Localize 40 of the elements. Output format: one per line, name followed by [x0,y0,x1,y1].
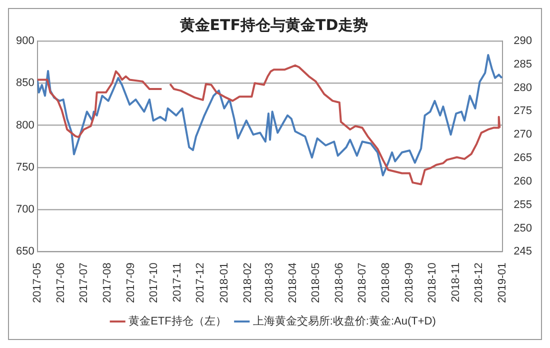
y-tick-label: 750 [16,161,34,174]
x-tick-label: 2018-07 [356,262,368,304]
x-tick-label: 2018-03 [263,262,276,304]
y-tick-label: 850 [16,77,34,90]
y-tick-label: 650 [16,246,34,258]
x-tick-label: 2017-10 [148,262,160,304]
y2-tick-label: 280 [514,82,532,94]
x-tick-label: 2018-09 [404,262,416,304]
x-tick-label: 2017-12 [194,262,207,304]
y2-tick-label: 290 [514,35,532,48]
x-tick-label: 2018-05 [310,262,322,304]
y2-tick-label: 285 [514,58,532,70]
x-tick-label: 2018-12 [473,262,486,304]
legend-label: 上海黄金交易所:收盘价:黄金:Au(T+D) [252,314,436,328]
x-tick-label: 2018-02 [242,262,254,304]
y-tick-label: 700 [16,204,34,216]
y2-tick-label: 250 [514,222,532,234]
x-tick-label: 2017-05 [31,262,44,304]
y-tick-label: 800 [16,119,34,132]
x-tick-label: 2019-01 [496,262,509,304]
y2-tick-label: 270 [514,128,532,141]
x-tick-label: 2017-08 [102,262,114,304]
y2-tick-label: 245 [514,246,532,258]
x-tick-label: 2018-06 [333,262,346,304]
y2-tick-label: 255 [514,198,532,211]
x-tick-label: 2017-06 [55,262,68,304]
y2-tick-label: 260 [514,175,532,188]
y2-tick-label: 275 [514,105,532,118]
x-tick-label: 2018-01 [218,262,230,304]
chart-title: 黄金ETF持仓与黄金TD走势 [178,16,368,34]
legend-label: 黄金ETF持仓（左） [128,314,226,328]
x-tick-label: 2018-11 [450,262,462,302]
x-tick-label: 2018-10 [426,262,439,304]
x-tick-label: 2018-04 [286,262,299,304]
x-tick-label: 2017-09 [125,262,138,304]
x-tick-label: 2017-07 [78,262,90,304]
y-tick-label: 900 [16,35,34,48]
x-tick-label: 2018-08 [380,262,392,304]
x-tick-label: 2017-11 [172,262,184,302]
y2-tick-label: 265 [514,152,532,164]
